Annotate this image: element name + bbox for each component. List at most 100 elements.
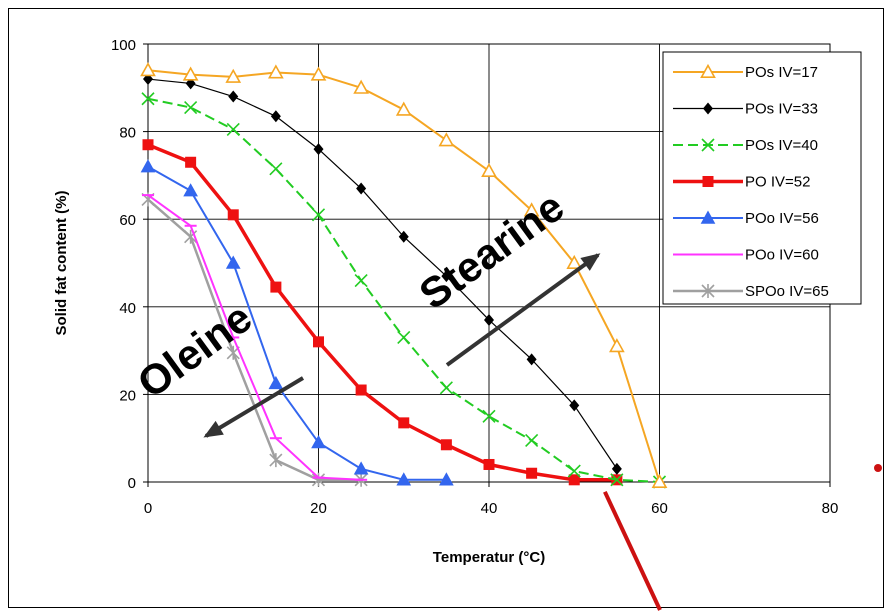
data-point <box>225 68 242 83</box>
arrow-shaft <box>445 253 600 367</box>
data-point <box>355 384 367 396</box>
x-tick-label: 20 <box>310 500 327 517</box>
data-point <box>227 209 239 221</box>
y-tick-label: 0 <box>128 475 136 492</box>
legend-label: POs IV=17 <box>745 64 818 81</box>
series-5 <box>140 159 454 486</box>
data-point <box>313 143 324 156</box>
data-point <box>182 66 199 81</box>
data-point <box>353 461 369 475</box>
y-tick-label: 60 <box>119 212 136 229</box>
data-point <box>525 433 539 447</box>
data-point <box>270 110 281 123</box>
legend: POs IV=17 POs IV=33 POs IV=40 PO IV=52 POo I… <box>662 51 862 305</box>
data-point <box>184 229 198 244</box>
y-tick-label: 100 <box>111 37 136 54</box>
legend-label: SPOo IV=65 <box>745 283 829 300</box>
data-point <box>395 101 412 116</box>
legend-entry-2: POs IV=33 <box>673 101 818 118</box>
legend-entry-3: POs IV=40 <box>673 137 818 154</box>
data-point <box>268 64 284 79</box>
series-2 <box>143 73 622 475</box>
data-point <box>141 92 155 106</box>
legend-marker <box>703 102 713 115</box>
red-trail-line <box>603 490 662 611</box>
data-point <box>185 156 197 168</box>
series-line <box>147 165 447 481</box>
data-point <box>567 464 581 478</box>
data-point <box>484 313 494 326</box>
data-point <box>268 375 284 390</box>
legend-entry-7: SPOo IV=65 <box>673 283 829 300</box>
data-point <box>482 409 496 423</box>
arrow-head <box>580 253 601 271</box>
series-1 <box>140 62 668 489</box>
x-tick-label: 80 <box>822 500 839 517</box>
data-point <box>568 474 580 486</box>
data-point <box>438 132 455 147</box>
stearine-arrow <box>445 253 601 367</box>
data-point <box>311 472 326 487</box>
legend-entry-5: POo IV=56 <box>673 210 819 227</box>
data-point <box>270 281 282 293</box>
arrow-head <box>203 420 224 438</box>
series-line <box>147 194 362 481</box>
red-dot <box>874 464 882 472</box>
legend-label: POo IV=56 <box>745 210 819 227</box>
legend-marker <box>701 138 715 152</box>
legend-entry-4: PO IV=52 <box>673 174 810 191</box>
data-point <box>439 472 454 486</box>
data-point <box>269 453 283 468</box>
data-point <box>566 254 583 270</box>
oleine-arrow <box>203 376 305 438</box>
arrow-shaft <box>204 376 305 438</box>
axes: 0 20 40 60 80 0 20 40 60 80 100 <box>111 37 838 517</box>
data-point <box>354 273 368 288</box>
legend-marker <box>700 210 716 224</box>
data-point <box>140 62 156 77</box>
data-point <box>481 162 497 178</box>
legend-box <box>662 51 862 305</box>
data-point <box>651 473 668 489</box>
legend-label: POo IV=60 <box>745 247 819 264</box>
y-tick-label: 40 <box>119 300 136 317</box>
data-point <box>609 338 625 353</box>
legend-label: PO IV=52 <box>745 174 810 191</box>
y-axis-title: Solid fat content (%) <box>53 191 70 336</box>
series-6 <box>142 194 368 481</box>
y-tick-label: 80 <box>119 125 136 142</box>
x-axis-title: Temperatur (°C) <box>433 549 545 566</box>
data-point <box>396 472 412 486</box>
data-point <box>356 182 367 195</box>
data-point <box>310 66 327 81</box>
y-tick-label: 20 <box>119 387 136 404</box>
data-point <box>184 100 198 115</box>
data-point <box>398 230 409 243</box>
series-layer <box>140 62 668 489</box>
data-point <box>440 439 452 451</box>
data-point <box>313 336 324 348</box>
data-point <box>610 473 624 487</box>
data-point <box>228 90 239 103</box>
data-point <box>353 79 369 94</box>
data-point <box>397 330 411 345</box>
series-line <box>147 78 618 470</box>
data-point <box>142 139 154 151</box>
data-point <box>523 202 540 217</box>
legend-marker <box>702 176 714 187</box>
data-point <box>311 208 326 222</box>
legend-entry-6: POo IV=60 <box>673 247 819 264</box>
legend-marker <box>700 63 716 78</box>
series-3 <box>141 92 667 489</box>
data-point <box>183 183 198 197</box>
legend-label: POs IV=33 <box>745 101 818 118</box>
legend-label: POs IV=40 <box>745 137 818 154</box>
data-point <box>569 399 580 412</box>
data-point <box>225 255 241 269</box>
data-point <box>441 270 452 283</box>
data-point <box>526 467 538 479</box>
data-point <box>526 353 537 366</box>
data-point <box>140 159 156 173</box>
data-point <box>611 462 622 475</box>
